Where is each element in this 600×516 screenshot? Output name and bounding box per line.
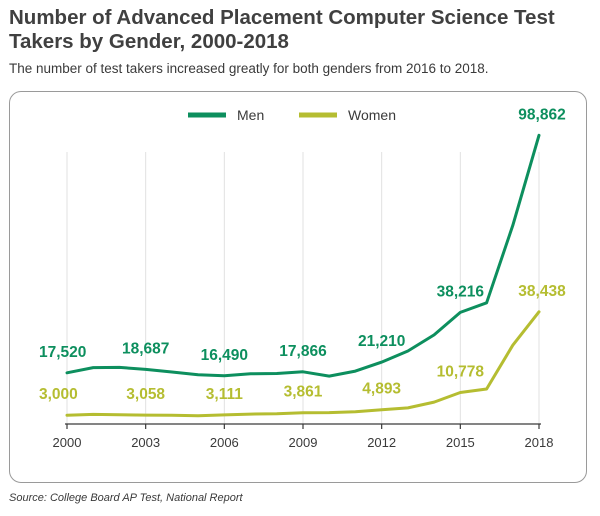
data-label-women-2003: 3,058 — [126, 386, 165, 403]
data-label-women-2009: 3,861 — [284, 384, 323, 401]
data-label-men-2006: 16,490 — [201, 347, 248, 364]
series-line-women — [65, 310, 541, 418]
series-line-men — [65, 133, 541, 378]
data-label-women-2015: 10,778 — [437, 364, 485, 381]
data-label-men-2015: 38,216 — [437, 283, 485, 300]
legend-label-men: Men — [237, 107, 264, 123]
chart-subtitle: The number of test takers increased grea… — [9, 61, 489, 76]
x-tick-label-2003: 2003 — [131, 435, 160, 450]
data-label-men-2009: 17,866 — [279, 343, 327, 360]
data-label-women-2000: 3,000 — [39, 386, 78, 403]
x-tick-label-2000: 2000 — [53, 435, 82, 450]
data-label-men-2018: 98,862 — [518, 106, 565, 123]
data-label-men-2003: 18,687 — [122, 340, 169, 357]
x-tick-label-2006: 2006 — [210, 435, 239, 450]
data-label-men-2000: 17,520 — [39, 344, 86, 361]
data-label-women-2006: 3,111 — [206, 386, 243, 403]
x-tick-label-2012: 2012 — [367, 435, 396, 450]
x-tick-label-2009: 2009 — [289, 435, 318, 450]
chart-title: Number of Advanced Placement Computer Sc… — [9, 6, 555, 53]
data-label-men-2012: 21,210 — [358, 333, 405, 350]
line-chart: 2000 2003 2006 2009 2012 2015 2018 Men Women 17,5… — [39, 106, 566, 450]
data-label-women-2012: 4,893 — [362, 381, 401, 398]
x-tick-label-2015: 2015 — [446, 435, 475, 450]
x-tick-label-2018: 2018 — [525, 435, 554, 450]
data-label-women-2018: 38,438 — [518, 283, 566, 300]
legend-label-women: Women — [348, 107, 396, 123]
chart-panel: 2000 2003 2006 2009 2012 2015 2018 Men Women 17,5… — [9, 91, 587, 483]
source-note: Source: College Board AP Test, National … — [9, 492, 243, 504]
